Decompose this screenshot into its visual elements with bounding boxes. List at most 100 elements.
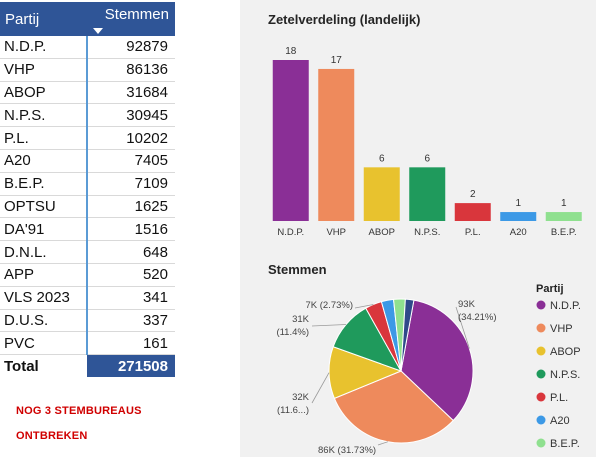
- legend-marker: [536, 300, 546, 310]
- legend-item-label: N.D.P.: [550, 300, 581, 312]
- party-cell: PVC: [0, 331, 87, 356]
- legend-marker: [536, 323, 546, 333]
- pie-data-label-pct: (11.4%): [276, 327, 309, 338]
- bar-a20: [500, 212, 537, 221]
- pie-chart-title: Stemmen: [268, 262, 327, 277]
- party-cell: P.L.: [0, 126, 87, 150]
- votes-pie-chart: 93K (34.21%) 86K (31.73%) 32K (11.6...) 31K (1…: [276, 283, 581, 456]
- table-row: N.P.S. 30945: [0, 103, 175, 128]
- votes-cell: 30945: [86, 103, 175, 128]
- votes-column-header-label: Stemmen: [104, 6, 169, 23]
- sort-descending-icon[interactable]: [93, 28, 103, 34]
- total-label: Total: [4, 357, 39, 375]
- table-row: D.U.S. 337: [0, 309, 175, 333]
- bar-value-label: 6: [379, 153, 385, 164]
- party-cell: N.P.S.: [0, 103, 87, 128]
- party-cell: DA'91: [0, 217, 87, 242]
- pie-data-label: 31K: [292, 314, 310, 325]
- legend-marker: [536, 392, 546, 402]
- legend-item-label: VHP: [550, 323, 573, 335]
- party-column-header[interactable]: Partij: [0, 2, 87, 36]
- votes-cell: 520: [86, 263, 175, 287]
- votes-cell: 7405: [86, 149, 175, 173]
- pie-slice-ndp: [400, 299, 474, 422]
- bar-category-label: ABOP: [369, 227, 395, 238]
- bar-category-label: N.D.P.: [277, 227, 304, 238]
- table-row: VLS 2023 341: [0, 286, 175, 310]
- pie-slice-other: [400, 298, 415, 372]
- party-cell: D.U.S.: [0, 309, 87, 333]
- table-header-row: Partij Stemmen: [0, 2, 175, 36]
- pie-data-label-pct: (11.6...): [277, 405, 309, 416]
- votes-cell: 1625: [86, 195, 175, 219]
- party-cell: A20: [0, 149, 87, 173]
- table-row: D.N.L. 648: [0, 240, 175, 264]
- bar-pl: [454, 203, 491, 221]
- votes-cell: 341: [86, 286, 175, 310]
- bar-value-label: 1: [561, 198, 567, 209]
- bar-ndp: [272, 60, 309, 221]
- bar-value-label: 1: [515, 198, 521, 209]
- bar-bep: [545, 212, 582, 221]
- legend-item-label: P.L.: [550, 392, 568, 404]
- bar-abop: [363, 167, 400, 221]
- votes-cell: 31684: [86, 81, 175, 105]
- pie-leader-line: [354, 304, 374, 309]
- total-row: Total 271508: [0, 354, 175, 378]
- table-row: P.L. 10202: [0, 126, 175, 150]
- pie-data-label-pct: (34.21%): [458, 312, 497, 323]
- party-cell: ABOP: [0, 81, 87, 105]
- legend-item-label: N.P.S.: [550, 369, 580, 381]
- legend-item-label: B.E.P.: [550, 438, 580, 450]
- votes-cell: 92879: [86, 36, 175, 59]
- party-cell: B.E.P.: [0, 172, 87, 196]
- table-row: DA'91 1516: [0, 217, 175, 242]
- bar-value-label: 18: [285, 46, 297, 57]
- table-row: N.D.P. 92879: [0, 36, 175, 59]
- table-row: PVC 161: [0, 331, 175, 356]
- pie-leader-line: [311, 372, 330, 404]
- table-row: B.E.P. 7109: [0, 172, 175, 196]
- table-row: A20 7405: [0, 149, 175, 173]
- bar-category-label: B.E.P.: [551, 227, 577, 238]
- total-value: 271508: [87, 354, 175, 378]
- bar-nps: [409, 167, 446, 221]
- table-row: OPTSU 1625: [0, 195, 175, 219]
- table-row: VHP 86136: [0, 58, 175, 82]
- votes-column-header[interactable]: Stemmen: [87, 2, 175, 36]
- notice-line-1: NOG 3 STEMBUREAUS: [16, 405, 142, 417]
- bar-value-label: 6: [424, 153, 430, 164]
- pie-leader-line: [311, 324, 347, 327]
- legend-title: Partij: [536, 283, 564, 295]
- legend-marker: [536, 415, 546, 425]
- legend-marker: [536, 438, 546, 448]
- table-row: APP 520: [0, 263, 175, 287]
- votes-cell: 10202: [86, 126, 175, 150]
- pie-leader-line: [455, 306, 470, 349]
- pie-data-label: 93K: [458, 299, 476, 310]
- pie-slice-vhp: [333, 370, 454, 444]
- legend-item-label: ABOP: [550, 346, 581, 358]
- bar-category-label: P.L.: [465, 227, 481, 238]
- notice-line-2: ONTBREKEN: [16, 430, 88, 442]
- votes-cell: 7109: [86, 172, 175, 196]
- bar-value-label: 17: [331, 55, 343, 66]
- pie-data-label: 7K (2.73%): [305, 300, 353, 311]
- bar-category-label: N.P.S.: [414, 227, 440, 238]
- table-row: ABOP 31684: [0, 81, 175, 105]
- legend-marker: [536, 369, 546, 379]
- seat-distribution-bar-chart: 18 N.D.P. 17 VHP 6 ABOP 6 N.P.S. 2 P.L. 1 A20 1 B.E.P…: [272, 46, 582, 238]
- bar-value-label: 2: [470, 189, 476, 200]
- party-cell: VHP: [0, 58, 87, 82]
- party-cell: D.N.L.: [0, 240, 87, 264]
- party-cell: APP: [0, 263, 87, 287]
- bar-category-label: A20: [510, 227, 527, 238]
- party-cell: OPTSU: [0, 195, 87, 219]
- bar-category-label: VHP: [326, 227, 346, 238]
- pie-data-label: 86K (31.73%): [318, 445, 376, 456]
- votes-cell: 337: [86, 309, 175, 333]
- legend-marker: [536, 346, 546, 356]
- bar-chart-title: Zetelverdeling (landelijk): [268, 12, 421, 27]
- vote-table: Partij Stemmen N.D.P. 92879 VHP 86136 ABOP 31…: [0, 2, 175, 378]
- party-cell: N.D.P.: [0, 36, 87, 59]
